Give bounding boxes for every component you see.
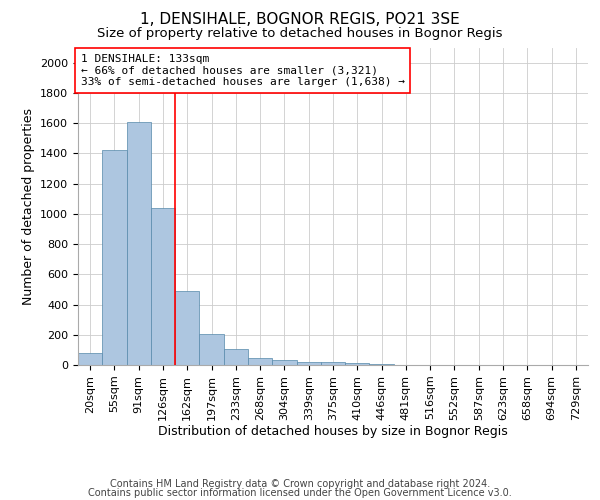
Bar bbox=[345, 364, 370, 365]
Bar bbox=[248, 358, 272, 365]
Text: 1, DENSIHALE, BOGNOR REGIS, PO21 3SE: 1, DENSIHALE, BOGNOR REGIS, PO21 3SE bbox=[140, 12, 460, 28]
Text: Contains HM Land Registry data © Crown copyright and database right 2024.: Contains HM Land Registry data © Crown c… bbox=[110, 479, 490, 489]
Bar bbox=[272, 360, 296, 365]
Bar bbox=[127, 122, 151, 365]
Bar bbox=[102, 150, 127, 365]
Text: 1 DENSIHALE: 133sqm
← 66% of detached houses are smaller (3,321)
33% of semi-det: 1 DENSIHALE: 133sqm ← 66% of detached ho… bbox=[80, 54, 404, 87]
Text: Size of property relative to detached houses in Bognor Regis: Size of property relative to detached ho… bbox=[97, 28, 503, 40]
Y-axis label: Number of detached properties: Number of detached properties bbox=[22, 108, 35, 304]
Bar bbox=[199, 334, 224, 365]
Bar bbox=[175, 291, 199, 365]
Bar bbox=[151, 208, 175, 365]
X-axis label: Distribution of detached houses by size in Bognor Regis: Distribution of detached houses by size … bbox=[158, 426, 508, 438]
Bar bbox=[224, 349, 248, 365]
Text: Contains public sector information licensed under the Open Government Licence v3: Contains public sector information licen… bbox=[88, 488, 512, 498]
Bar bbox=[296, 362, 321, 365]
Bar bbox=[370, 364, 394, 365]
Bar bbox=[78, 353, 102, 365]
Bar bbox=[321, 362, 345, 365]
